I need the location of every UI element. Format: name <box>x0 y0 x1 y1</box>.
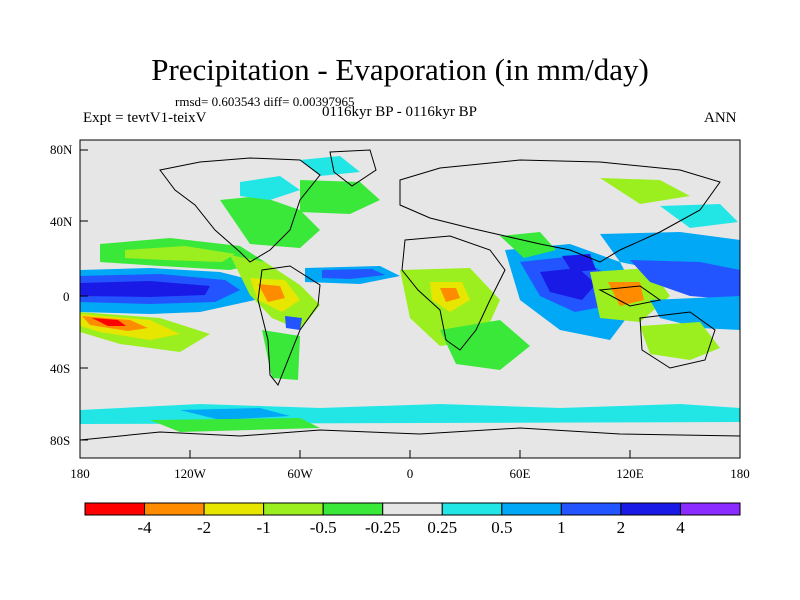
colorbar-swatch-0 <box>84 502 146 516</box>
colorbar-label-4: -0.25 <box>365 518 401 537</box>
coastlines <box>80 149 740 441</box>
contour-north-pacific-cyan-2 <box>660 204 738 228</box>
colorbar-label-3: -0.5 <box>309 518 337 537</box>
rmsd-diff-stats: rmsd= 0.603543 diff= 0.00397965 <box>175 94 355 109</box>
lon-label-60e: 60E <box>509 466 531 481</box>
lon-label-180w: 180 <box>70 466 90 481</box>
lon-label-180e: 180 <box>730 466 750 481</box>
contour-bay-of-bengal <box>562 254 596 272</box>
coast-eurasia <box>399 159 721 263</box>
contour-indian-ocean-core <box>540 268 596 300</box>
colorbar-label-5: 0.25 <box>427 518 458 537</box>
experiment-label: Expt = tevtV1-teixV <box>83 110 207 126</box>
contour-north-pacific-cyan <box>240 176 300 200</box>
contour-pacific-north-light <box>125 246 235 262</box>
contour-south-america-south <box>262 330 300 380</box>
contour-pacific-south-red <box>92 318 126 326</box>
coast-north-america <box>159 157 321 263</box>
axis-ticks <box>80 149 631 458</box>
colorbar-label-2: -1 <box>256 518 271 537</box>
lat-label-40s: 40S <box>50 361 71 376</box>
colorbar-swatch-2 <box>203 502 265 516</box>
season-label: ANN <box>704 110 737 126</box>
lat-label-0: 0 <box>63 289 70 304</box>
contour-south-america-blue <box>285 316 302 330</box>
colorbar <box>84 502 741 516</box>
contour-north-america-wet <box>220 196 320 248</box>
coast-greenland <box>329 149 377 187</box>
colorbar-swatch-6 <box>441 502 503 516</box>
colorbar-swatch-5 <box>382 502 443 516</box>
colorbar-swatch-8 <box>560 502 622 516</box>
contour-west-pacific-mid <box>630 260 740 300</box>
contour-australia-dry <box>640 322 720 360</box>
contour-north-atlantic-wet <box>300 180 380 214</box>
coast-australia <box>639 311 716 369</box>
lat-label-80n: 80N <box>50 142 73 157</box>
contour-atlantic-itcz-core <box>322 269 385 279</box>
contour-africa-south <box>440 320 530 370</box>
lat-label-40n: 40N <box>50 214 73 229</box>
colorbar-swatch-9 <box>620 502 681 516</box>
coast-antarctica <box>80 427 740 441</box>
colorbar-label-7: 1 <box>557 518 566 537</box>
colorbar-label-1: -2 <box>196 518 212 537</box>
contour-itcz-pacific-core <box>80 281 210 297</box>
colorbar-label-8: 2 <box>616 518 626 537</box>
colorbar-swatch-7 <box>501 502 562 516</box>
colorbar-label-9: 4 <box>676 518 685 537</box>
lon-label-120w: 120W <box>174 466 206 481</box>
map-panel <box>79 139 741 459</box>
contour-north-pacific-green <box>600 178 690 204</box>
contour-southern-ocean-blue <box>180 408 290 420</box>
colorbar-label-0: -4 <box>137 518 152 537</box>
colorbar-swatch-4 <box>322 502 384 516</box>
colorbar-swatch-10 <box>679 502 741 516</box>
contour-africa-orange <box>440 288 460 302</box>
coast-south-america <box>257 265 321 386</box>
lon-label-0: 0 <box>406 466 414 481</box>
colorbar-swatch-1 <box>144 502 205 516</box>
lon-label-60w: 60W <box>287 466 313 481</box>
coast-africa <box>401 235 506 351</box>
figure-title: Precipitation - Evaporation (in mm/day) <box>151 52 649 87</box>
coast-indonesia <box>598 285 662 307</box>
period-label: 0116kyr BP - 0116kyr BP <box>322 104 478 120</box>
contour-south-america-orange <box>258 284 285 302</box>
colorbar-swatch-3 <box>263 502 324 516</box>
lat-label-80s: 80S <box>50 433 71 448</box>
contour-southern-ocean-green <box>150 418 320 432</box>
contour-spcz <box>650 296 740 330</box>
colorbar-label-6: 0.5 <box>491 518 513 537</box>
lon-label-120e: 120E <box>616 466 644 481</box>
contour-fields <box>80 156 740 432</box>
